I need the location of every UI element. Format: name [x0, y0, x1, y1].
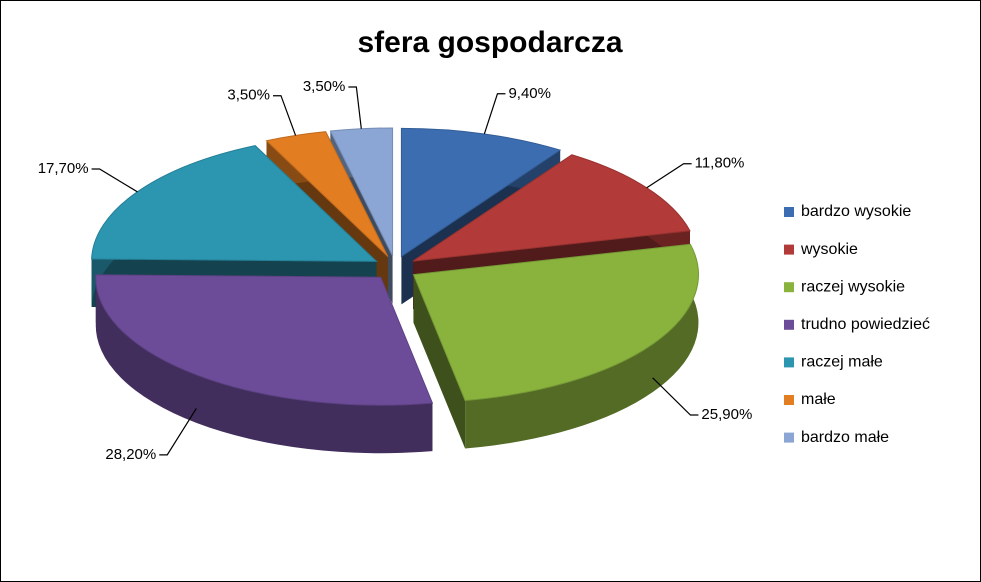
legend-swatch [784, 207, 794, 217]
data-label: 9,40% [508, 85, 551, 102]
leader-line [272, 95, 297, 136]
legend-label: raczej małe [801, 354, 883, 371]
legend-swatch [784, 282, 794, 293]
legend-label: bardzo małe [801, 429, 889, 446]
leader-line [91, 168, 138, 193]
slice [412, 243, 699, 401]
slice [95, 274, 434, 454]
data-label: 28,20% [105, 446, 156, 463]
leader-line [646, 163, 692, 189]
chart-title: sfera gospodarcza [357, 26, 622, 59]
slice [91, 145, 378, 262]
data-label: 3,50% [227, 87, 270, 104]
slice [329, 127, 394, 257]
data-label: 3,50% [303, 78, 346, 95]
legend-swatch [784, 319, 794, 330]
legend-label: raczej wysokie [801, 278, 905, 295]
legend-label: wysokie [800, 241, 858, 258]
legend-swatch [784, 357, 794, 368]
slice [412, 243, 699, 449]
legend-swatch [784, 432, 794, 443]
leader-line [652, 377, 699, 416]
legend-label: trudno powiedzieć [801, 316, 930, 333]
slice-side [465, 244, 699, 449]
leader-line [159, 408, 197, 456]
data-label: 11,80% [695, 155, 745, 172]
slice [265, 131, 389, 257]
slice [95, 274, 434, 406]
leader-line [483, 93, 506, 135]
legend-label: bardzo wysokie [801, 203, 911, 220]
slice-wall [413, 274, 466, 449]
data-label: 17,70% [38, 160, 89, 177]
legend-swatch [784, 395, 794, 405]
leader-line [348, 86, 362, 129]
slice [400, 127, 562, 258]
legend-label: małe [801, 391, 836, 408]
data-label: 25,90% [701, 406, 752, 423]
slice-side [95, 274, 433, 454]
legend-swatch [784, 244, 794, 255]
